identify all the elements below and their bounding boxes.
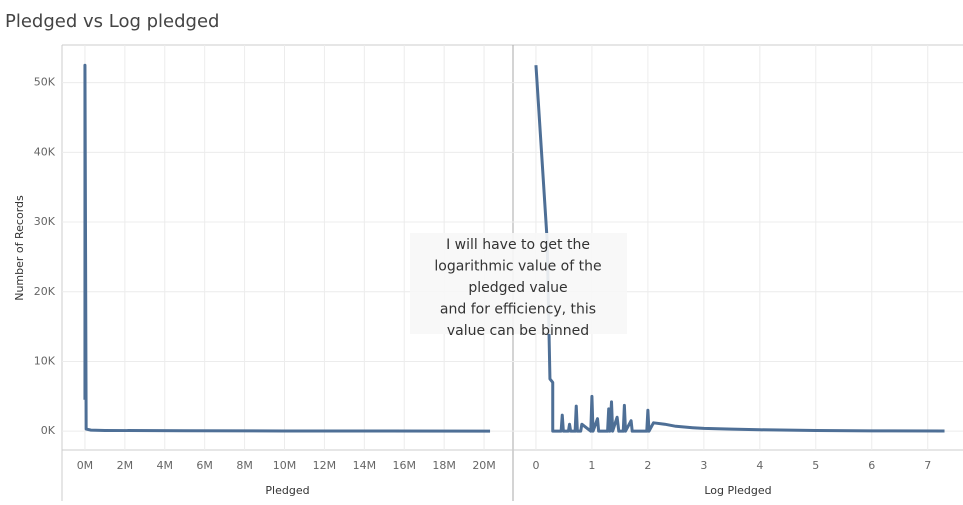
annotation-text: value can be binned: [447, 323, 589, 339]
x-tick-label: 3: [700, 459, 707, 472]
x-tick-label: 16M: [392, 459, 416, 472]
x-tick-label: 2M: [117, 459, 134, 472]
x-tick-label: 18M: [432, 459, 456, 472]
x-tick-label: 0: [532, 459, 539, 472]
annotation-box: [410, 233, 627, 334]
x-axis-title: Log Pledged: [704, 484, 771, 497]
x-tick-label: 4: [756, 459, 763, 472]
y-tick-label: 50K: [34, 76, 56, 89]
x-tick-label: 7: [924, 459, 931, 472]
x-tick-label: 10M: [273, 459, 297, 472]
annotation-text: pledged value: [468, 280, 567, 296]
data-line: [83, 63, 491, 433]
annotation-text: and for efficiency, this: [440, 302, 596, 318]
x-axis-title: Pledged: [265, 484, 309, 497]
y-tick-label: 10K: [34, 354, 56, 367]
y-tick-label: 30K: [34, 215, 56, 228]
x-tick-label: 1: [588, 459, 595, 472]
annotation-text: I will have to get the: [446, 237, 590, 253]
y-tick-label: 0K: [41, 424, 56, 437]
x-tick-label: 14M: [353, 459, 377, 472]
x-tick-label: 2: [644, 459, 651, 472]
x-tick-label: 8M: [236, 459, 253, 472]
x-tick-label: 5: [812, 459, 819, 472]
x-tick-label: 4M: [157, 459, 174, 472]
y-tick-label: 20K: [34, 285, 56, 298]
chart-title: Pledged vs Log pledged: [5, 11, 219, 32]
x-tick-label: 20M: [472, 459, 496, 472]
x-tick-label: 12M: [313, 459, 337, 472]
annotation-text: logarithmic value of the: [434, 259, 601, 275]
y-axis-title: Number of Records: [13, 195, 26, 301]
x-tick-label: 6: [868, 459, 875, 472]
y-tick-label: 40K: [34, 145, 56, 158]
x-tick-label: 6M: [196, 459, 213, 472]
data-line: [534, 65, 945, 433]
x-tick-label: 0M: [77, 459, 94, 472]
